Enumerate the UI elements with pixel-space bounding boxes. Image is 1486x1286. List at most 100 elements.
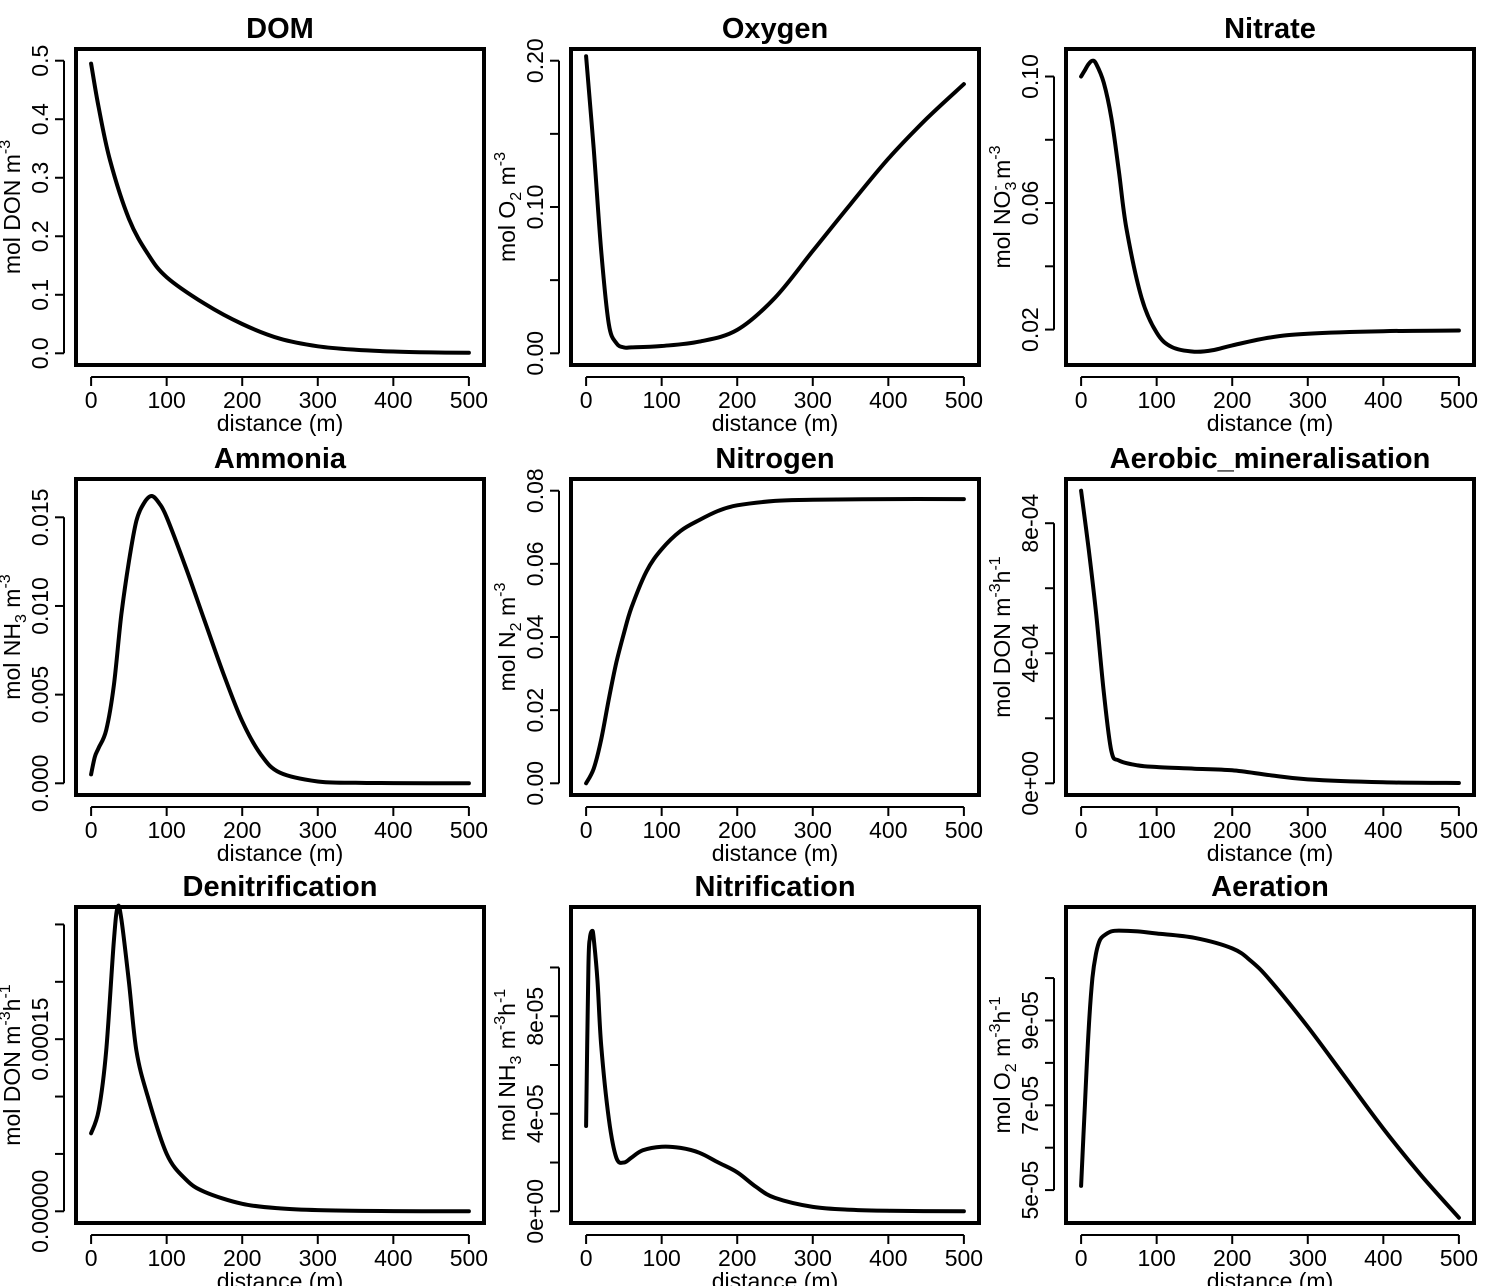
- series-line: [1079, 488, 1461, 785]
- y-tick-label: 0.02: [1017, 307, 1043, 352]
- x-axis-label: distance (m): [1207, 1268, 1334, 1286]
- series-line: [89, 494, 471, 786]
- x-tick-label: 300: [1289, 1245, 1327, 1271]
- y-tick-label: 0.00000: [27, 1170, 53, 1253]
- y-tick-label: 0.2: [27, 220, 53, 252]
- x-tick-label: 100: [642, 1245, 680, 1271]
- y-tick-label: 8e-04: [1017, 494, 1043, 553]
- x-tick-label: 500: [945, 387, 983, 413]
- panel-title: Aerobic_mineralisation: [1110, 443, 1431, 475]
- x-tick-label: 0: [580, 817, 593, 843]
- y-tick-label: 4e-05: [522, 1084, 548, 1143]
- x-tick-label: 200: [718, 1245, 756, 1271]
- x-tick-label: 200: [718, 387, 756, 413]
- x-tick-label: 200: [1213, 1245, 1251, 1271]
- y-axis-label: mol NH3 m-3: [0, 574, 30, 699]
- x-axis-label: distance (m): [217, 1268, 344, 1286]
- plot-frame: [74, 47, 486, 367]
- panel-title: Nitrate: [1224, 13, 1316, 45]
- x-axis-label: distance (m): [217, 410, 344, 436]
- x-tick-label: 0: [580, 387, 593, 413]
- y-tick-label: 0.02: [522, 688, 548, 733]
- x-tick-label: 300: [1289, 817, 1327, 843]
- x-tick-label: 400: [1364, 1245, 1402, 1271]
- panel-denitrification: Denitrification 0 100 200 300 400 500 distance …: [0, 871, 488, 1286]
- x-tick-label: 0: [1075, 1245, 1088, 1271]
- y-axis-label: mol NO3- m-3: [987, 145, 1020, 268]
- x-tick-label: 300: [1289, 387, 1327, 413]
- y-axis-label: mol O2 m-3: [492, 152, 525, 262]
- panel-dom: DOM 0 100 200 300 400 500 distance (m) 0.0 0.1 0.2…: [0, 13, 488, 436]
- panel-aerobic-mineralisation: Aerobic_mineralisation 0 100 200 300 400 500 di…: [987, 443, 1478, 866]
- y-tick-label: 9e-05: [1017, 991, 1043, 1050]
- plot-frame: [74, 477, 486, 797]
- y-tick-label: 0e+00: [522, 1179, 548, 1244]
- y-tick-label: 0.0: [27, 337, 53, 369]
- panel-title: Oxygen: [722, 13, 828, 45]
- x-tick-label: 200: [223, 817, 261, 843]
- y-tick-label: 0.06: [1017, 181, 1043, 226]
- x-tick-label: 200: [1213, 387, 1251, 413]
- x-tick-label: 200: [223, 1245, 261, 1271]
- x-tick-label: 100: [642, 387, 680, 413]
- x-tick-label: 0: [1075, 387, 1088, 413]
- x-tick-label: 400: [869, 1245, 907, 1271]
- x-tick-label: 100: [1137, 387, 1175, 413]
- series-line: [584, 54, 966, 350]
- y-tick-label: 0.015: [27, 489, 53, 547]
- x-tick-label: 500: [945, 817, 983, 843]
- y-tick-label: 0.08: [522, 468, 548, 513]
- x-tick-label: 100: [1137, 817, 1175, 843]
- x-tick-label: 300: [299, 817, 337, 843]
- series-line: [584, 497, 966, 786]
- x-axis-label: distance (m): [712, 410, 839, 436]
- y-tick-label: 0.00015: [27, 998, 53, 1081]
- plot-frame: [569, 477, 981, 797]
- y-tick-label: 0.10: [522, 185, 548, 230]
- panel-aeration: Aeration 0 100 200 300 400 500 distance (m) 5e-0…: [987, 871, 1478, 1286]
- panel-nitrogen: Nitrogen 0 100 200 300 400 500 distance (m) 0.00…: [492, 443, 983, 866]
- y-tick-label: 0.04: [522, 614, 548, 659]
- panel-title: Nitrification: [694, 871, 855, 903]
- panel-title: Denitrification: [183, 871, 378, 903]
- y-tick-label: 0.06: [522, 541, 548, 586]
- x-tick-label: 100: [147, 817, 185, 843]
- x-tick-label: 100: [1137, 1245, 1175, 1271]
- panel-ammonia: Ammonia 0 100 200 300 400 500 distance (m) 0.000…: [0, 443, 488, 866]
- y-tick-label: 5e-05: [1017, 1161, 1043, 1220]
- y-axis-label: mol DON m-3h-1: [987, 556, 1015, 717]
- x-tick-label: 300: [794, 387, 832, 413]
- y-tick-label: 0.10: [1017, 54, 1043, 99]
- y-tick-label: 0.00: [522, 761, 548, 806]
- panel-nitrate: Nitrate 0 100 200 300 400 500 distance (m) 0.02 0…: [987, 13, 1478, 436]
- x-tick-label: 400: [374, 387, 412, 413]
- series-line: [1079, 58, 1461, 354]
- panel-title: Aeration: [1211, 871, 1329, 903]
- y-tick-label: 0.00: [522, 331, 548, 376]
- x-tick-label: 500: [1440, 387, 1478, 413]
- y-axis-label: mol DON m-3h-1: [0, 984, 25, 1145]
- series-line: [89, 61, 471, 355]
- y-tick-label: 8e-05: [522, 987, 548, 1046]
- y-tick-label: 4e-04: [1017, 624, 1043, 683]
- y-tick-label: 0.3: [27, 162, 53, 194]
- x-axis-label: distance (m): [1207, 410, 1334, 436]
- y-tick-label: 0.005: [27, 666, 53, 724]
- panel-nitrification: Nitrification 0 100 200 300 400 500 distance (m…: [492, 871, 983, 1286]
- x-tick-label: 100: [147, 387, 185, 413]
- x-tick-label: 500: [1440, 1245, 1478, 1271]
- panel-oxygen: Oxygen 0 100 200 300 400 500 distance (m) 0.00 0.…: [492, 13, 983, 436]
- y-axis-label: mol NH3 m-3h-1: [492, 989, 525, 1142]
- x-tick-label: 100: [147, 1245, 185, 1271]
- y-tick-label: 7e-05: [1017, 1076, 1043, 1135]
- x-tick-label: 500: [1440, 817, 1478, 843]
- x-tick-label: 300: [299, 1245, 337, 1271]
- y-axis-label: mol N2 m-3: [492, 583, 525, 692]
- x-tick-label: 0: [1075, 817, 1088, 843]
- panel-title: DOM: [246, 13, 314, 45]
- x-tick-label: 400: [374, 1245, 412, 1271]
- y-tick-label: 0.010: [27, 577, 53, 635]
- x-axis-label: distance (m): [712, 1268, 839, 1286]
- x-tick-label: 400: [1364, 817, 1402, 843]
